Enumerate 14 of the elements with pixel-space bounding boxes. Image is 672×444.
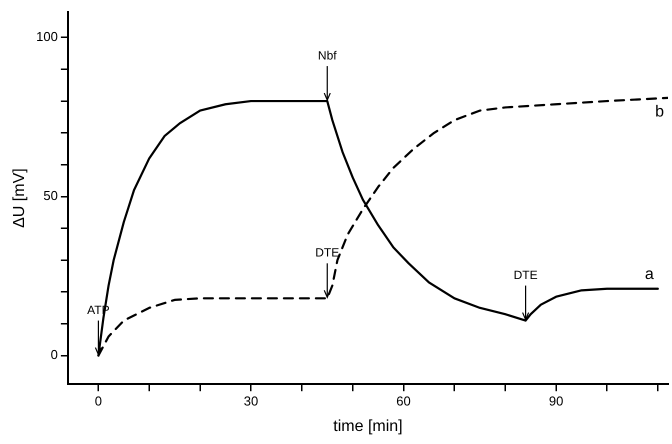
series-label: a	[644, 266, 654, 284]
annotation: DTE	[315, 246, 340, 260]
series-label: b	[655, 103, 664, 120]
x-axis-title: time [min]	[333, 418, 403, 435]
y-tick-label: 0	[50, 347, 58, 362]
annotation: Nbf	[318, 48, 338, 62]
y-axis-title: ΔU [mV]	[11, 168, 28, 228]
x-tick-label: 60	[396, 394, 411, 409]
x-tick-label: 0	[94, 394, 102, 409]
annotation: DTE	[514, 268, 538, 282]
y-tick-label: 50	[43, 188, 58, 204]
x-tick-label: 30	[244, 394, 258, 409]
y-tick-label: 100	[36, 29, 58, 44]
x-tick-label: 90	[548, 394, 564, 409]
